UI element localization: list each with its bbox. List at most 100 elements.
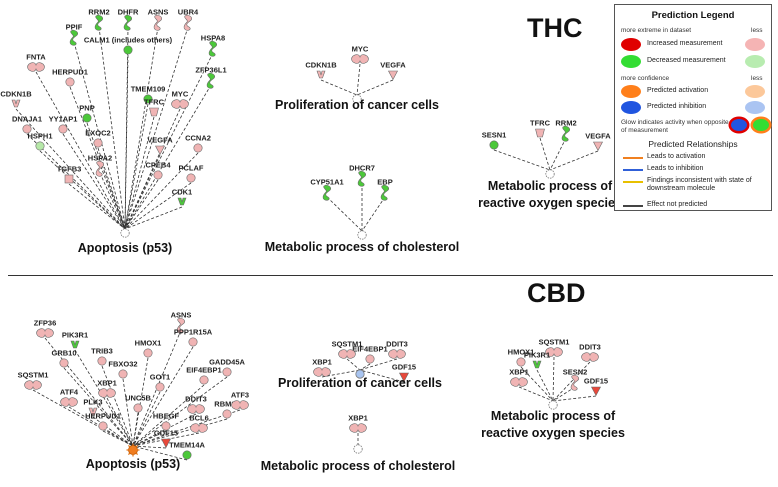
- node-shape-herpud1: [99, 422, 107, 430]
- node-shape-pclaf: [187, 174, 195, 182]
- target-node[interactable]: [358, 231, 366, 239]
- edge-myc: [357, 64, 360, 95]
- node-gdf15[interactable]: GDF15: [584, 377, 608, 396]
- node-vegfa[interactable]: VEGFA: [380, 61, 406, 80]
- node-fbxo32[interactable]: FBXO32: [108, 360, 137, 379]
- node-dhfr[interactable]: DHFR: [118, 8, 139, 31]
- target-node[interactable]: [546, 170, 554, 178]
- node-ccna2[interactable]: CCNA2: [185, 134, 211, 153]
- node-sesn1[interactable]: SESN1: [482, 131, 507, 150]
- node-hbegf[interactable]: HBEGF: [153, 412, 180, 431]
- node-label: UBR4: [178, 8, 199, 17]
- node-grb10[interactable]: GRB10: [51, 349, 76, 368]
- node-calm1-includes-others[interactable]: CALM1 (includes others): [84, 36, 173, 55]
- node-xbp1[interactable]: XBP1: [509, 368, 529, 387]
- node-label: SQSTM1: [539, 338, 570, 347]
- group-title-metabolic-process-of-cholesterol: Metabolic process of cholesterol: [265, 240, 460, 254]
- node-herpud1[interactable]: HERPUD1: [85, 412, 121, 431]
- node-label: TMEM109: [131, 85, 166, 94]
- node-hmox1[interactable]: HMOX1: [135, 339, 162, 358]
- node-cyp51a1[interactable]: CYP51A1: [310, 178, 343, 201]
- node-asns[interactable]: ASNS: [148, 8, 169, 31]
- node-yy1ap1[interactable]: YY1AP1: [49, 115, 78, 134]
- node-fnta[interactable]: FNTA: [26, 53, 46, 72]
- legend-findings-inconsistent: Findings inconsistent with state of down…: [647, 177, 765, 193]
- node-shape-dhcr7: [358, 171, 366, 186]
- node-shape-hsph1: [36, 142, 44, 150]
- node-vegfa[interactable]: VEGFA: [147, 136, 173, 155]
- node-label: GADD45A: [209, 358, 245, 367]
- node-hsph1[interactable]: HSPH1: [27, 132, 52, 151]
- section-heading-cbd: CBD: [527, 278, 586, 308]
- edge-sqstm1: [553, 357, 554, 401]
- node-herpud1[interactable]: HERPUD1: [52, 68, 88, 87]
- node-sqstm1[interactable]: SQSTM1: [18, 371, 49, 390]
- node-rrm2[interactable]: RRM2: [88, 8, 109, 31]
- node-got1[interactable]: GOT1: [150, 373, 170, 392]
- node-label: CPEB4: [145, 161, 171, 170]
- group-title-metabolic-process-of-reactive-oxygen-species: Metabolic process of: [488, 179, 613, 193]
- node-shape-cdkn1b: [317, 71, 325, 78]
- node-zfp36l1[interactable]: ZFP36L1: [195, 66, 226, 89]
- node-xbp1[interactable]: XBP1: [312, 358, 332, 377]
- node-ppif[interactable]: PPIF: [66, 23, 83, 46]
- target-ray: [136, 453, 138, 455]
- node-shape-myc: [172, 100, 189, 109]
- node-pclaf[interactable]: PCLAF: [179, 164, 204, 183]
- node-ddit3[interactable]: DDIT3: [579, 343, 601, 362]
- node-rrm2[interactable]: RRM2: [555, 119, 576, 142]
- node-shape-zfp36: [37, 329, 54, 338]
- node-ebp[interactable]: EBP: [377, 178, 392, 201]
- node-label: ASNS: [171, 311, 192, 320]
- node-tgfb3[interactable]: TGFB3: [57, 165, 82, 184]
- node-myc[interactable]: MYC: [172, 90, 189, 109]
- node-shape-vegfa: [389, 71, 398, 80]
- node-cpeb4[interactable]: CPEB4: [145, 161, 171, 180]
- node-shape-eif4ebp1: [366, 355, 374, 363]
- edge-cyp51a1: [327, 197, 362, 231]
- node-exoc2[interactable]: EXOC2: [85, 129, 110, 148]
- target-node[interactable]: [121, 229, 129, 237]
- node-shape-cdk1: [178, 198, 186, 205]
- target-node[interactable]: [549, 401, 557, 409]
- group-title-apoptosis-p53: Apoptosis (p53): [86, 457, 180, 471]
- node-unc5b[interactable]: UNC5B: [125, 394, 151, 413]
- node-ppp1r15a[interactable]: PPP1R15A: [174, 328, 213, 347]
- node-xbp1[interactable]: XBP1: [97, 379, 117, 398]
- target-node[interactable]: [354, 445, 362, 453]
- node-ubr4[interactable]: UBR4: [178, 8, 199, 31]
- node-pik3r1[interactable]: PIK3R1: [524, 351, 550, 369]
- node-zfp36[interactable]: ZFP36: [34, 319, 57, 338]
- node-dnaja1[interactable]: DNAJA1: [12, 115, 42, 134]
- node-cdkn1b[interactable]: CDKN1B: [0, 90, 32, 108]
- node-atf4[interactable]: ATF4: [60, 388, 79, 407]
- node-shape-atf3: [232, 401, 249, 410]
- node-label: DNAJA1: [12, 115, 42, 124]
- node-ddit3[interactable]: DDIT3: [386, 340, 408, 359]
- node-label: MYC: [352, 45, 369, 54]
- node-myc[interactable]: MYC: [352, 45, 369, 64]
- node-pik3r1[interactable]: PIK3R1: [62, 331, 88, 349]
- node-dhcr7[interactable]: DHCR7: [349, 164, 375, 187]
- node-label: DDIT3: [185, 395, 207, 404]
- node-eif4ebp1[interactable]: EIF4EBP1: [186, 366, 221, 385]
- node-hspa8[interactable]: HSPA8: [201, 34, 225, 57]
- node-label: HMOX1: [135, 339, 162, 348]
- node-pnp[interactable]: PNP: [79, 104, 94, 123]
- node-hspa2[interactable]: HSPA2: [88, 154, 112, 177]
- legend-decreased: Decreased measurement: [647, 57, 726, 64]
- node-bcl6[interactable]: BCL6: [189, 414, 209, 433]
- node-cdkn1b[interactable]: CDKN1B: [305, 61, 337, 79]
- node-ddit3[interactable]: DDIT3: [185, 395, 207, 414]
- node-xbp1[interactable]: XBP1: [348, 414, 368, 433]
- node-vegfa[interactable]: VEGFA: [585, 132, 611, 151]
- node-label: PPP1R15A: [174, 328, 213, 337]
- edge-ebp: [362, 197, 385, 231]
- edge-cpeb4: [125, 180, 158, 229]
- node-label: ZFP36L1: [195, 66, 226, 75]
- node-label: EXOC2: [85, 129, 110, 138]
- edge-vegfa: [550, 151, 598, 170]
- edge-rrm2: [550, 138, 566, 170]
- node-cdk1[interactable]: CDK1: [172, 188, 192, 206]
- node-tfrc[interactable]: TFRC: [530, 119, 551, 138]
